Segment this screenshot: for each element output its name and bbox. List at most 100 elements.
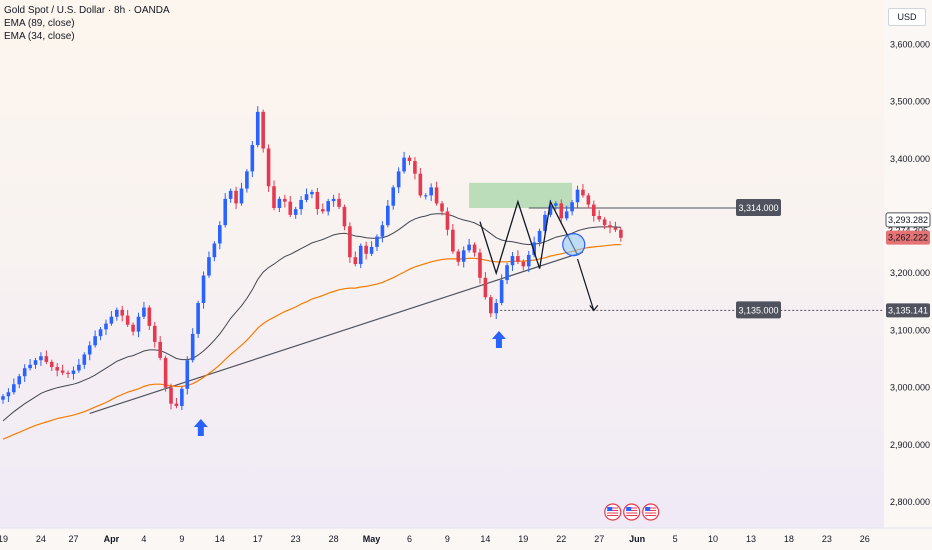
candle-body [494,302,499,314]
candle-body [190,333,195,361]
candle-body [293,209,298,215]
time-tick-label: 9 [445,534,450,544]
us-event-flag-icon [623,503,641,521]
ema-layer [2,213,621,440]
candle-body [174,403,179,406]
candle-body [283,198,287,202]
candle-body [152,325,157,342]
candle-body [261,111,265,149]
time-tick-label: 24 [36,534,46,544]
price-tick-label: 3,100.000 [890,325,930,335]
projection-zigzag [479,199,579,276]
ema-89-legend[interactable]: EMA (89, close) [4,18,75,29]
currency-selector[interactable]: USD [888,8,926,26]
candle-body [234,190,238,204]
candle-body [22,368,27,377]
candle-body [423,195,428,197]
candle-body [169,387,173,404]
time-tick-label: 27 [68,534,78,544]
candle-body [245,171,249,189]
candle-body [87,345,92,355]
candle-body [353,257,358,265]
projection-arrowhead [589,305,599,312]
candle-body [320,209,325,212]
time-axis-background [0,528,932,550]
candle-body [207,257,211,276]
candle-body [375,236,379,247]
time-tick-label: 18 [784,534,794,544]
candle-body [510,256,515,266]
candle-body [331,198,336,202]
time-tick-label: 27 [594,534,604,544]
level-tag-text: 3,314.000 [738,203,778,213]
candle-body [120,309,125,316]
candle-body [483,277,488,298]
candle-body [326,201,330,212]
candle-body [315,191,320,210]
price-axis[interactable]: 3,600.0003,500.0003,400.0003,300.0003,20… [884,0,932,550]
support-arrow-may [491,331,506,348]
current-price-tag-box [886,230,930,245]
ema-34-legend[interactable]: EMA (34, close) [4,31,75,42]
candle-body [586,195,591,205]
time-tick-label: 6 [407,534,412,544]
candle-body [66,372,70,374]
candle-body [386,205,390,226]
candle-body [218,225,222,244]
candle-body [131,324,135,332]
candle-body [597,216,601,220]
candle-body [223,198,228,226]
flag-canton [607,507,613,511]
level-tag-box [736,301,781,319]
time-tick-label: 14 [480,534,490,544]
price-tick-label: 3,000.000 [890,383,930,393]
candle-body [147,307,152,326]
candle-body [136,316,141,332]
projection-down-line [576,258,595,311]
candle-body [337,198,341,207]
time-tick-label: Jun [629,534,645,544]
candle-body [413,161,417,174]
candle-body [472,244,477,253]
candle-body [554,203,558,206]
price-tick-label: 2,900.000 [890,440,930,450]
candle-body [39,356,43,361]
candle-body [467,244,471,251]
candle-body [564,211,569,219]
events-layer [604,503,660,521]
price-tick-label: 3,500.000 [890,97,930,107]
candle-body [619,229,623,238]
candle-body [266,148,271,187]
candle-body [250,145,255,172]
current-price-tag-text: 3,262.222 [888,233,928,243]
time-axis[interactable]: 19 24 27 Apr 4 9 14 17 23 28 May 6 9 14 19 22 27 Jun 5 10 13… [0,527,932,550]
candle-body [12,384,16,393]
candle-body [342,206,347,227]
time-tick-label: 23 [291,534,301,544]
symbol-title[interactable]: Gold Spot / U.S. Dollar · 8h · OANDA [4,5,170,16]
candle-body [28,364,32,369]
time-tick-label: 26 [860,534,870,544]
us-event-flag-icon [642,503,660,521]
candle-body [434,187,439,204]
candle-body [228,190,233,199]
candle-body [71,370,76,374]
candle-body [559,203,564,219]
candle-body [526,254,531,267]
candle-body [613,227,618,230]
candle-body [1,396,5,400]
price-tick-label: 3,600.000 [890,39,930,49]
candle-body [543,214,547,231]
candle-body [456,251,461,262]
candle-body [489,297,493,314]
price-tag-box [886,303,930,318]
candle-body [608,225,612,228]
candle-body [299,199,303,210]
time-tick-label: Apr [104,534,120,544]
candle-body [396,171,401,188]
price-tick-label: 3,400.000 [890,154,930,164]
candle-body [239,188,244,204]
support-arrow-april [193,419,208,436]
